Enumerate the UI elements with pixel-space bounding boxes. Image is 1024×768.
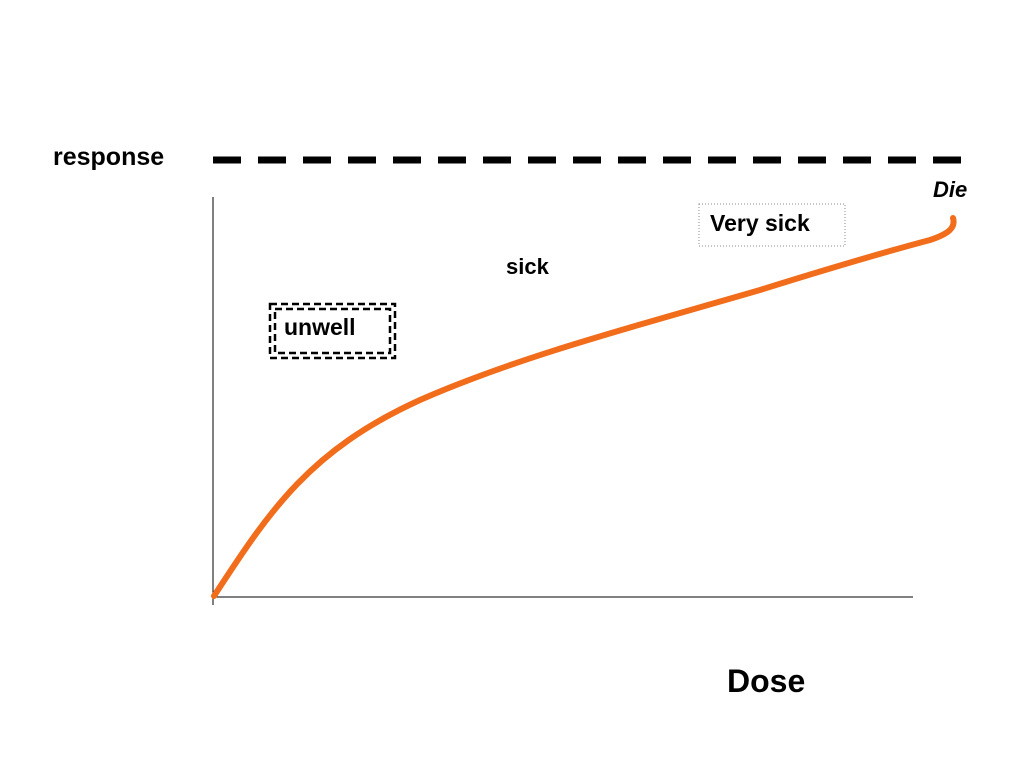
dose-response-curve: [211, 215, 957, 599]
die-label: Die: [933, 177, 968, 202]
unwell-label: unwell: [284, 314, 356, 340]
unwell-box: [268, 302, 397, 360]
response-label: response: [53, 143, 165, 171]
very-sick-box: [698, 203, 846, 247]
very-sick-label: Very sick: [710, 210, 810, 236]
sick-label: sick: [506, 254, 549, 279]
dose-axis-label: Dose: [727, 663, 806, 699]
